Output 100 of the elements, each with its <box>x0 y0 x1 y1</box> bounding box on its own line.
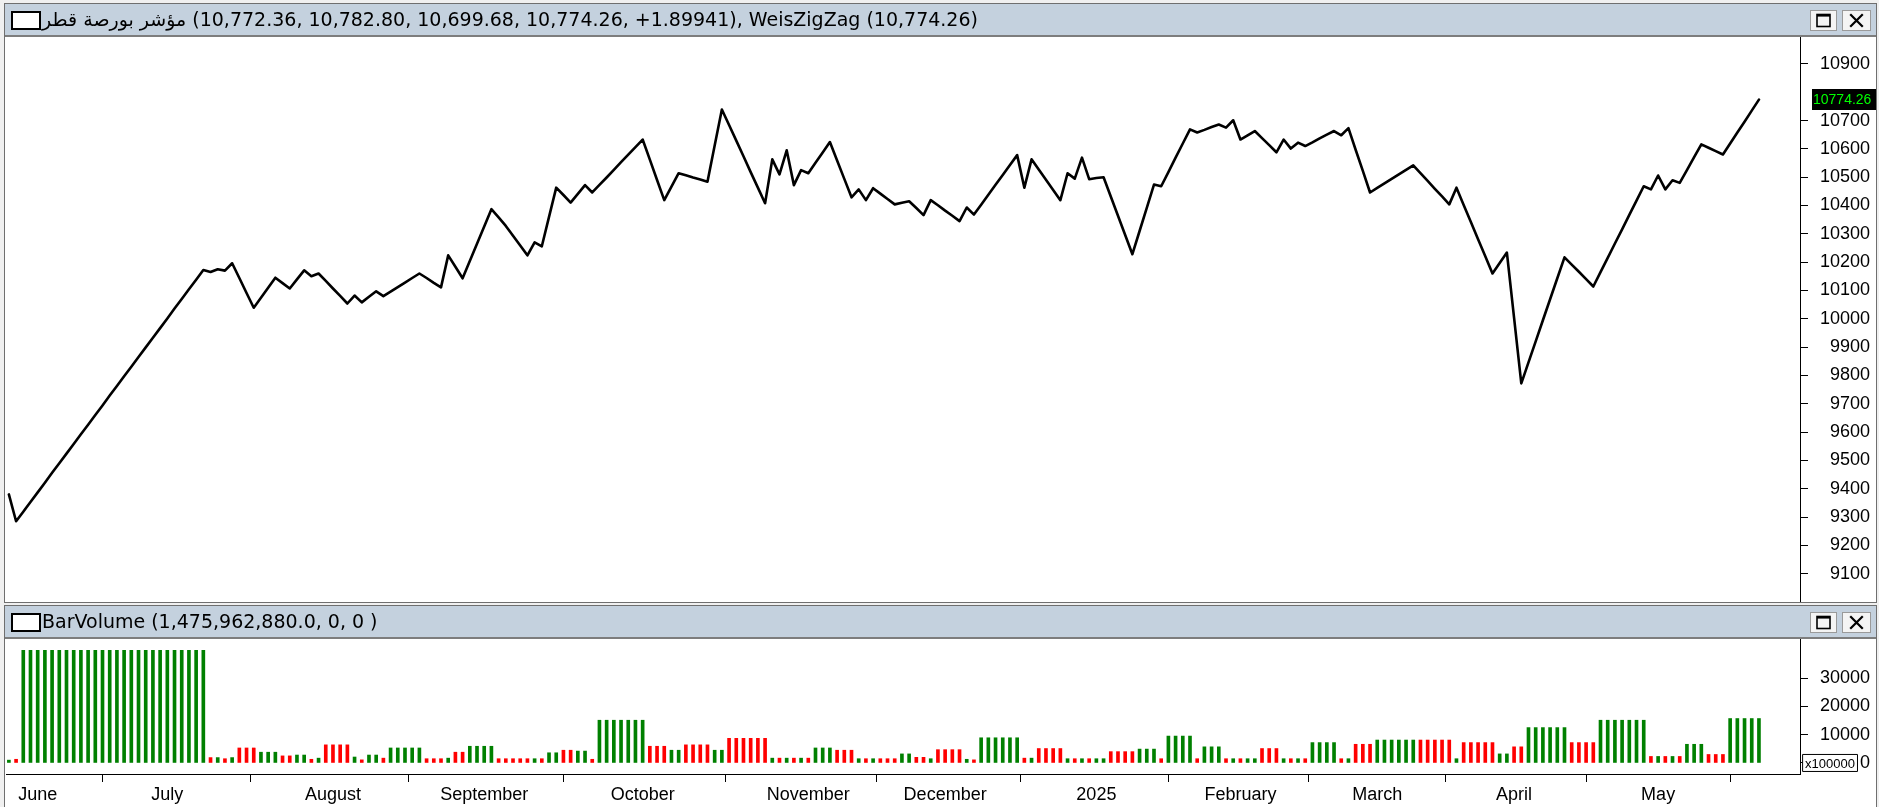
bar <box>1332 742 1336 763</box>
bar <box>1296 758 1300 763</box>
x-tick-label: April <box>1496 783 1533 804</box>
bar <box>1454 758 1459 763</box>
bar <box>395 747 400 763</box>
y-tick-label: 10000 <box>1819 307 1870 328</box>
bar <box>331 744 335 763</box>
bar <box>871 758 875 763</box>
bar <box>93 649 98 763</box>
y-tick-label: 0 <box>1859 751 1870 772</box>
y-tick-label: 10400 <box>1819 194 1870 215</box>
bar <box>1101 758 1106 763</box>
bar <box>856 758 861 763</box>
bar <box>691 744 695 763</box>
bar <box>518 758 523 763</box>
bar <box>158 649 162 763</box>
bar <box>842 749 847 763</box>
bar <box>1267 748 1272 763</box>
bar <box>1361 743 1365 763</box>
bar <box>1195 758 1200 763</box>
bar <box>1505 753 1509 763</box>
y-tick-label: 20000 <box>1819 695 1870 716</box>
bar <box>367 754 371 763</box>
bar <box>820 747 825 763</box>
bar <box>482 745 487 763</box>
bar <box>1080 758 1084 763</box>
bar <box>1108 751 1113 763</box>
bar <box>259 751 263 763</box>
bar <box>1620 719 1624 763</box>
bar <box>964 758 969 763</box>
bar <box>7 759 11 763</box>
bar <box>1015 737 1019 763</box>
bar <box>1375 739 1380 763</box>
y-tick-label: 9900 <box>1829 336 1870 357</box>
bar <box>1613 719 1617 763</box>
bar <box>1584 742 1588 763</box>
bar <box>287 755 292 763</box>
bar <box>907 753 911 763</box>
y-tick-label: 9800 <box>1829 364 1870 385</box>
bar <box>1159 758 1164 763</box>
bar <box>1000 737 1005 763</box>
bar <box>223 758 227 763</box>
bar <box>525 758 530 763</box>
bar <box>302 754 306 763</box>
y-tick-label: 9100 <box>1829 562 1870 583</box>
bar <box>914 756 919 763</box>
bar <box>684 744 688 763</box>
chart-title: BarVolume (1,475,962,880.0, 0, 0 ) <box>42 610 378 632</box>
bar <box>792 757 796 763</box>
x-tick-label: November <box>766 783 850 804</box>
bar <box>35 649 40 763</box>
bar <box>1512 746 1516 763</box>
bar <box>547 752 551 763</box>
bar <box>165 649 170 763</box>
bar <box>770 757 775 763</box>
bar <box>1180 735 1185 763</box>
bar <box>590 758 595 763</box>
bar <box>21 649 26 763</box>
y-tick-label: 10600 <box>1819 137 1870 158</box>
bar <box>403 747 407 763</box>
bar <box>1188 735 1192 763</box>
bar <box>1281 758 1286 763</box>
bar <box>1483 742 1488 763</box>
bar <box>107 649 112 763</box>
bar <box>756 738 760 763</box>
bar <box>979 737 983 763</box>
bar <box>1238 758 1243 763</box>
bar <box>1216 746 1221 763</box>
bar <box>1656 756 1660 763</box>
bar <box>129 649 134 763</box>
bar <box>1123 751 1128 763</box>
x-tick-label: September <box>440 783 529 804</box>
bar <box>1325 742 1329 763</box>
x-tick-label: March <box>1352 783 1403 804</box>
bar <box>972 759 976 763</box>
bar <box>251 747 256 763</box>
bar <box>763 738 767 763</box>
bar <box>1541 727 1545 763</box>
bar <box>532 758 537 763</box>
bar <box>338 744 342 763</box>
y-axis-title: x100000 <box>1805 755 1855 771</box>
bar <box>43 649 47 763</box>
bar <box>446 757 451 763</box>
bar <box>179 649 184 763</box>
y-tick-label: 10500 <box>1819 166 1870 187</box>
bar <box>892 758 897 763</box>
bar <box>1245 758 1250 763</box>
bar <box>1641 719 1646 763</box>
y-tick-label: 10200 <box>1819 251 1870 272</box>
bar <box>1397 739 1401 763</box>
y-tick-label: 9200 <box>1829 534 1870 555</box>
bar <box>1008 737 1012 763</box>
bar <box>295 754 299 763</box>
bar <box>806 757 811 763</box>
bar <box>122 649 126 763</box>
bar <box>1469 742 1473 763</box>
bar <box>734 738 739 763</box>
x-tick-label: October <box>610 783 675 804</box>
bar <box>1094 758 1099 763</box>
bar <box>1231 758 1236 763</box>
